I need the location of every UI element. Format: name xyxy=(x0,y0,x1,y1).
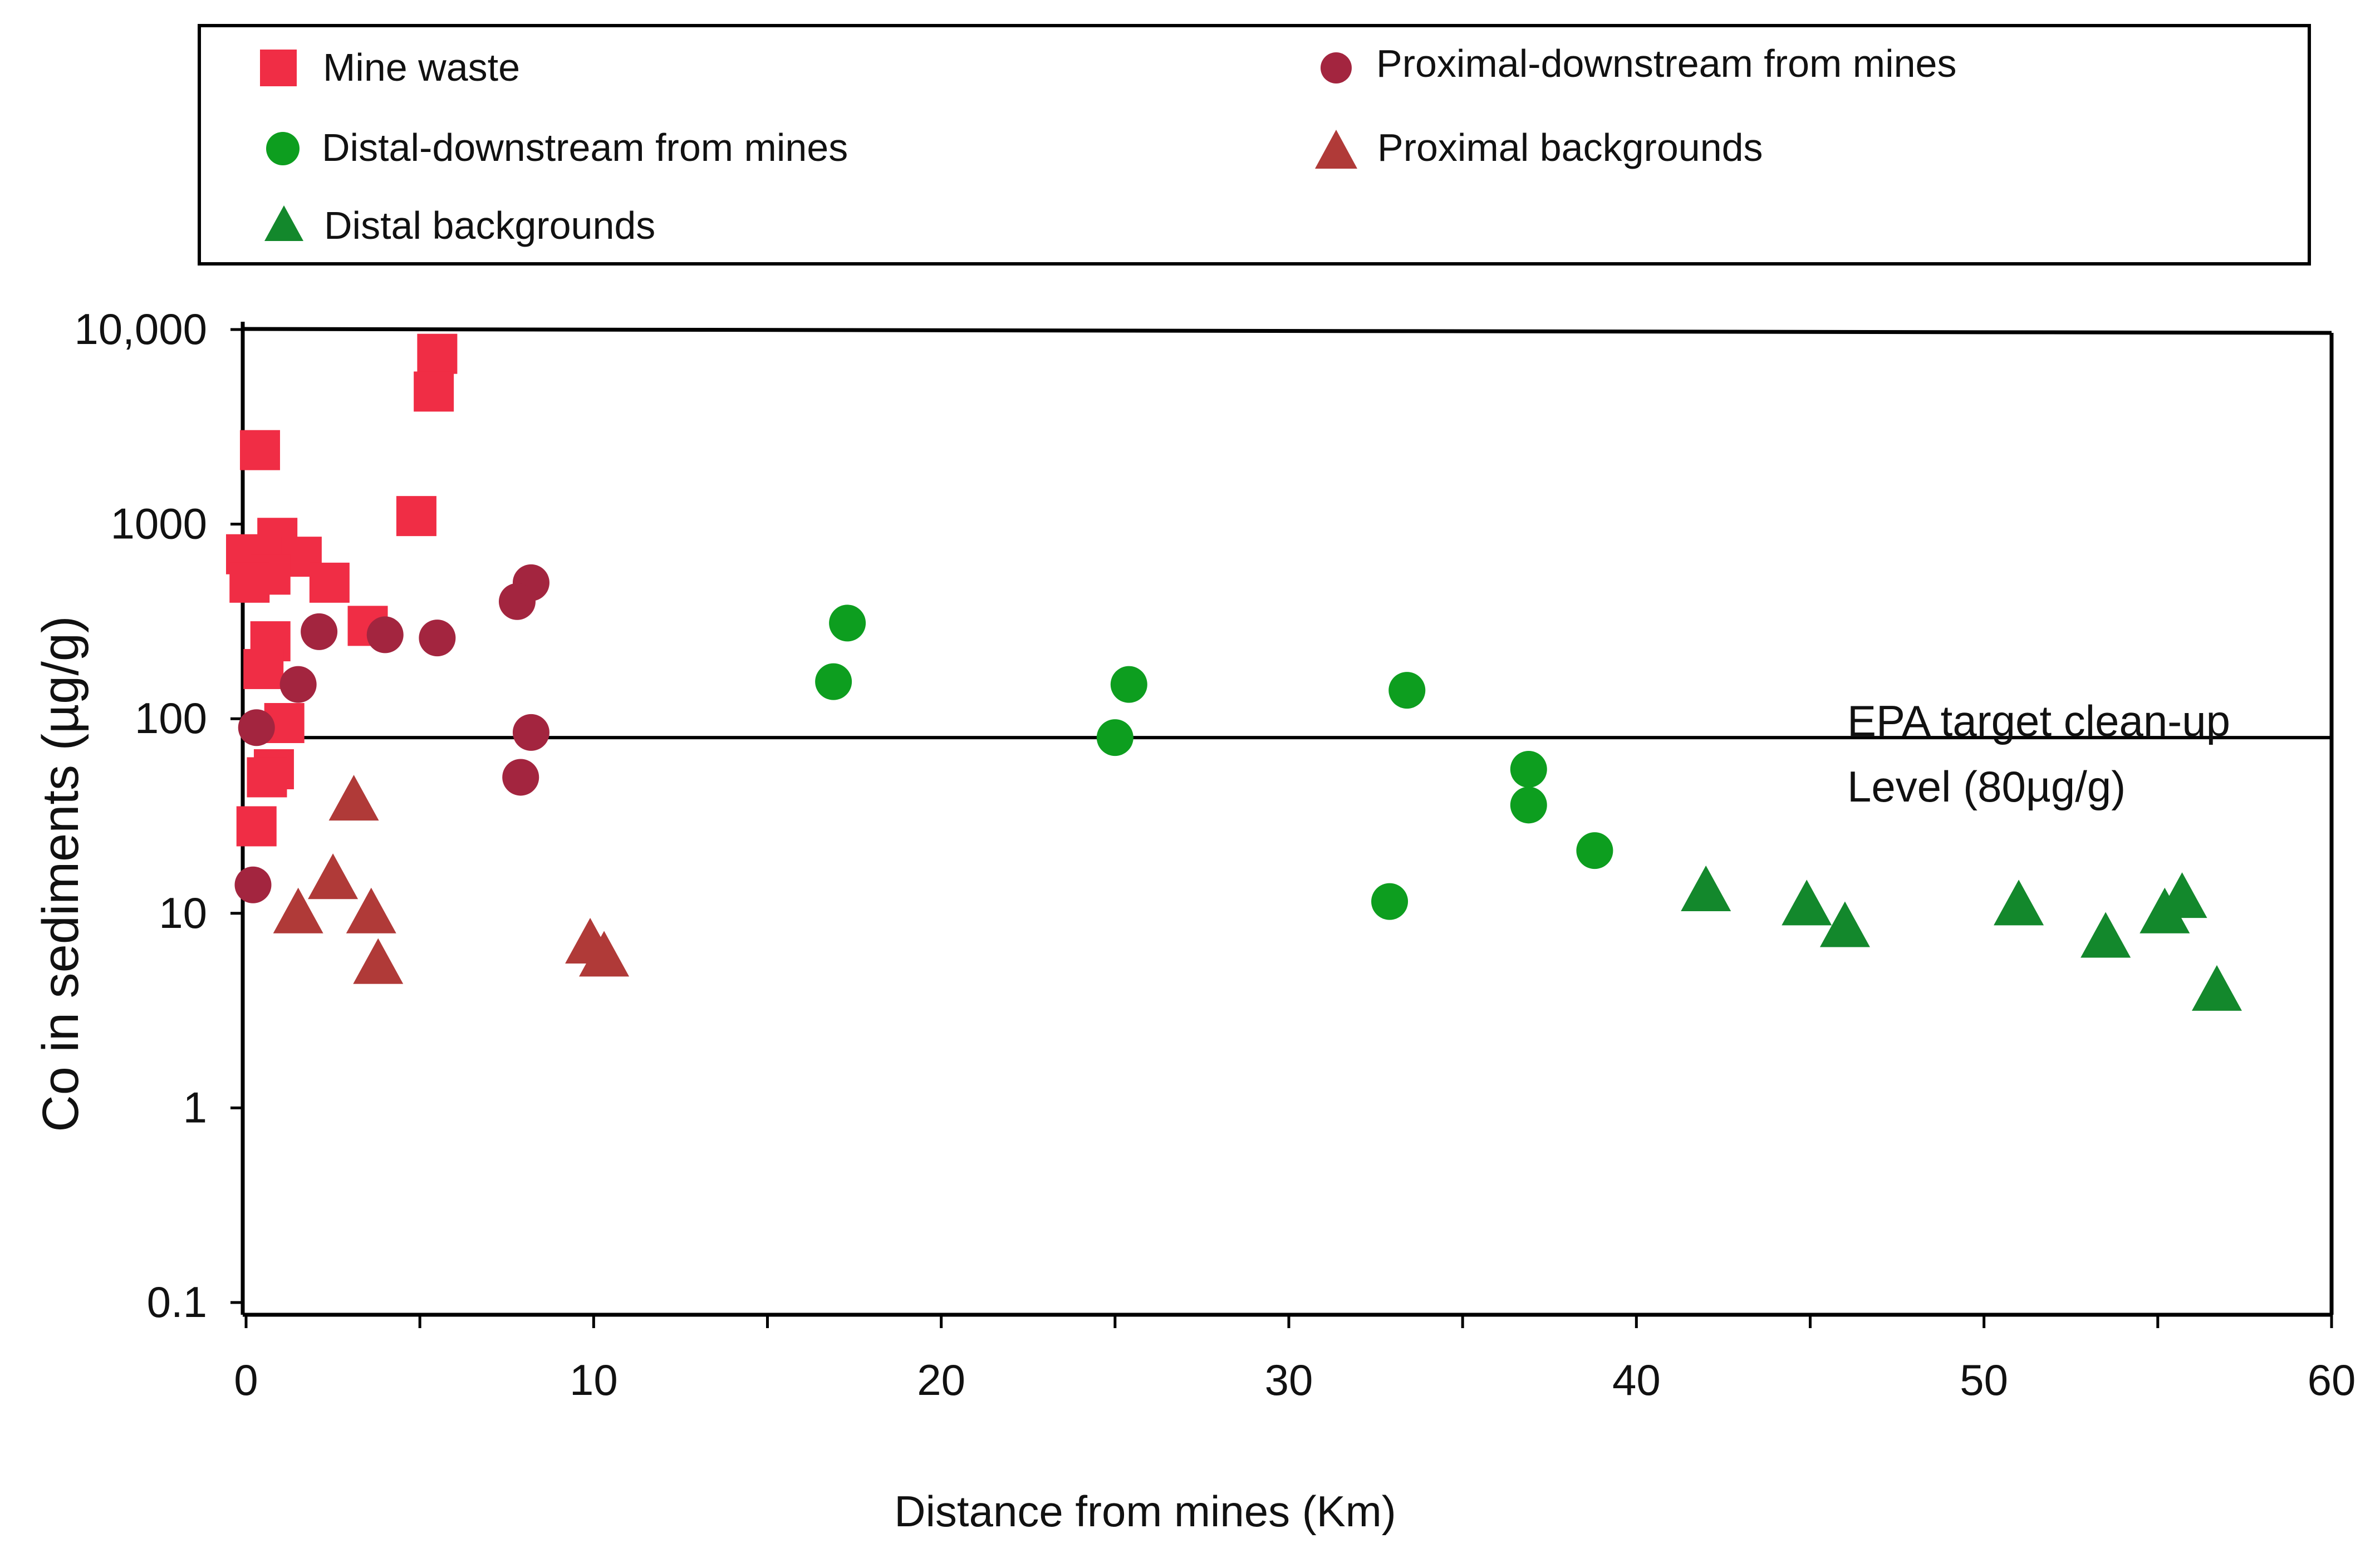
legend-marker-distal-backgrounds xyxy=(264,205,303,241)
point-mine-waste xyxy=(236,806,277,847)
epa-label-line2: Level (80µg/g) xyxy=(1847,762,2126,811)
legend-label-mine-waste: Mine waste xyxy=(323,46,520,89)
point-mine-waste xyxy=(309,562,350,603)
point-mine-waste xyxy=(417,333,458,374)
y-axis-title: Co in sediments (µg/g) xyxy=(32,616,89,1132)
legend-label-distal-downstream: Distal-downstream from mines xyxy=(322,126,848,169)
x-tick-label: 20 xyxy=(917,1355,965,1404)
point-proximal-backgrounds xyxy=(328,775,379,821)
legend-label-proximal-downstream: Proximal-downstream from mines xyxy=(1376,42,1956,85)
point-distal-backgrounds xyxy=(1994,879,2044,926)
legend-frame xyxy=(198,24,2311,266)
x-tick-label: 50 xyxy=(1960,1355,2008,1404)
data-points xyxy=(226,333,2242,1011)
point-mine-waste xyxy=(243,648,284,689)
point-distal-backgrounds xyxy=(1681,865,1731,911)
point-mine-waste xyxy=(414,371,454,412)
y-tick-label: 0.1 xyxy=(147,1277,207,1326)
point-distal-backgrounds xyxy=(2157,872,2207,918)
point-distal-downstream-from-mines xyxy=(1388,672,1426,709)
point-distal-downstream-from-mines xyxy=(1576,832,1613,869)
point-proximal-downstream-from-mines xyxy=(301,613,338,650)
point-proximal-downstream-from-mines xyxy=(419,620,456,657)
legend-label-proximal-backgrounds: Proximal backgrounds xyxy=(1377,126,1763,169)
legend-marker-distal-downstream xyxy=(266,132,300,165)
legend-marker-mine-waste xyxy=(260,50,297,86)
point-proximal-backgrounds xyxy=(353,938,404,984)
epa-label-line1: EPA target clean-up xyxy=(1847,696,2230,745)
point-distal-downstream-from-mines xyxy=(1510,787,1547,824)
point-proximal-downstream-from-mines xyxy=(502,759,539,796)
x-tick-label: 40 xyxy=(1612,1355,1661,1404)
point-distal-downstream-from-mines xyxy=(815,663,852,700)
x-tick-label: 10 xyxy=(570,1355,618,1404)
point-proximal-downstream-from-mines xyxy=(512,714,549,751)
point-distal-backgrounds xyxy=(1782,879,1832,926)
point-mine-waste xyxy=(396,496,436,537)
point-distal-backgrounds xyxy=(2080,912,2131,958)
point-proximal-backgrounds xyxy=(308,853,359,900)
y-axis-ticks: 0.1 1 10 100 1000 10,000 xyxy=(74,304,243,1326)
point-proximal-backgrounds xyxy=(273,887,323,933)
point-proximal-backgrounds xyxy=(579,931,630,977)
point-mine-waste xyxy=(229,562,270,603)
point-proximal-downstream-from-mines xyxy=(238,709,275,746)
point-proximal-downstream-from-mines xyxy=(234,866,272,903)
x-tick-label: 30 xyxy=(1265,1355,1313,1404)
point-distal-downstream-from-mines xyxy=(1096,719,1133,756)
y-tick-label: 10,000 xyxy=(74,304,207,353)
point-distal-downstream-from-mines xyxy=(1110,666,1147,703)
point-mine-waste xyxy=(247,757,287,798)
point-mine-waste xyxy=(239,430,280,470)
x-tick-label: 60 xyxy=(2308,1355,2356,1404)
point-distal-backgrounds xyxy=(1819,901,1870,947)
point-proximal-downstream-from-mines xyxy=(366,616,404,653)
legend-label-distal-backgrounds: Distal backgrounds xyxy=(324,204,655,247)
y-tick-label: 1000 xyxy=(110,499,207,548)
point-distal-downstream-from-mines xyxy=(1510,750,1547,788)
x-axis-title: Distance from mines (Km) xyxy=(894,1487,1396,1536)
point-proximal-backgrounds xyxy=(346,887,396,933)
y-tick-label: 100 xyxy=(135,694,207,743)
plot-top-border xyxy=(242,327,2332,335)
legend-marker-proximal-backgrounds xyxy=(1315,130,1357,169)
point-proximal-downstream-from-mines xyxy=(279,666,317,703)
point-distal-downstream-from-mines xyxy=(1371,883,1409,920)
point-distal-downstream-from-mines xyxy=(829,604,866,642)
legend-marker-proximal-downstream xyxy=(1321,52,1352,83)
x-tick-label: 0 xyxy=(234,1355,258,1404)
y-tick-label: 10 xyxy=(159,888,207,937)
point-proximal-downstream-from-mines xyxy=(498,583,536,620)
x-axis-ticks: 0 10 20 30 40 50 60 xyxy=(234,1315,2356,1404)
y-tick-label: 1 xyxy=(183,1083,207,1132)
legend: Mine waste Proximal-downstream from mine… xyxy=(198,24,2311,266)
point-distal-backgrounds xyxy=(2191,965,2242,1011)
